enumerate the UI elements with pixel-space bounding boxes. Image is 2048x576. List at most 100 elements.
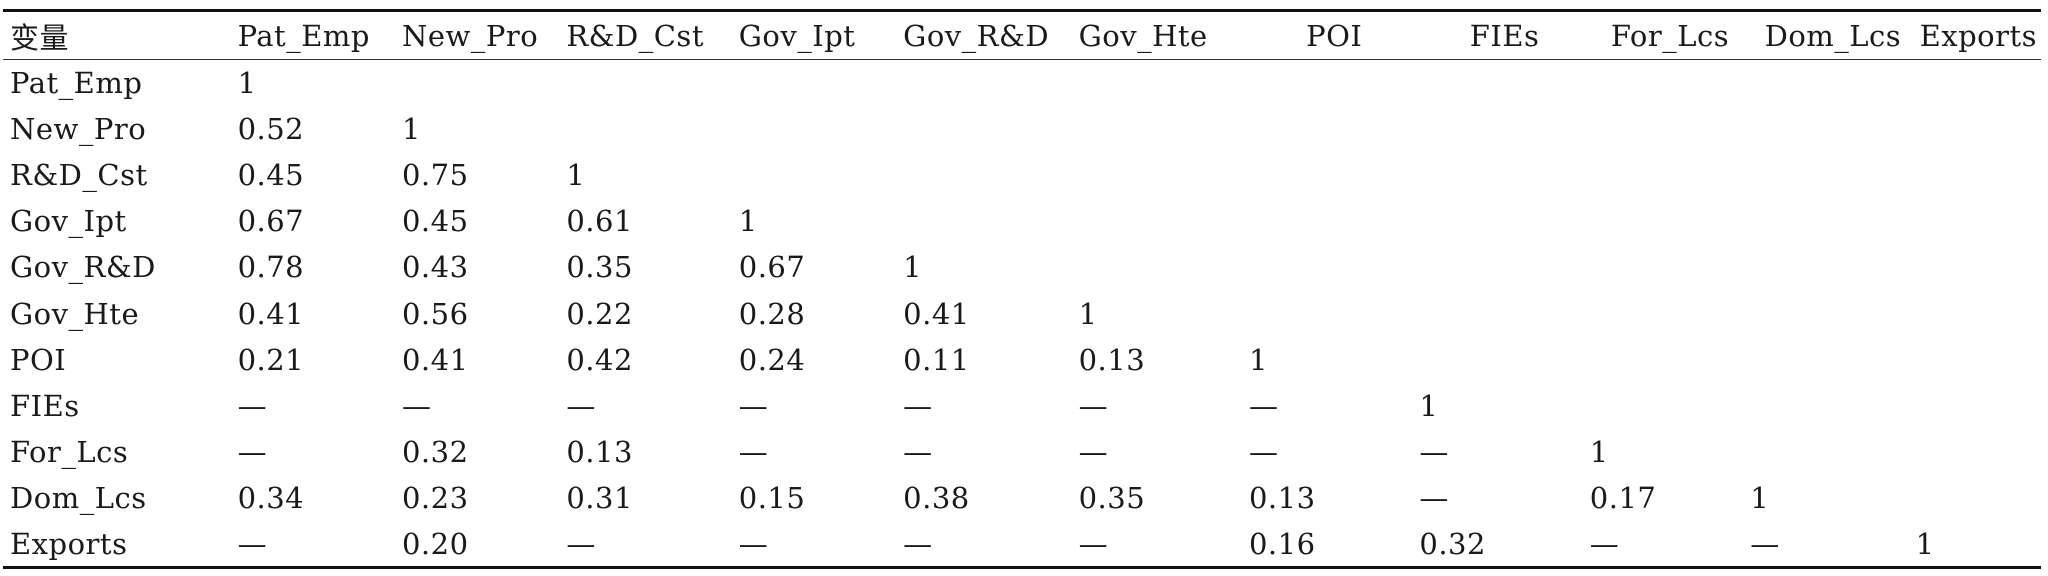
table-cell: 0.41 xyxy=(237,296,305,331)
table-cell xyxy=(903,198,1078,244)
table-cell xyxy=(1750,152,1915,198)
table-cell xyxy=(566,60,738,106)
table-cell: 0.45 xyxy=(237,157,305,192)
table-cell xyxy=(1419,60,1589,106)
table-cell xyxy=(1916,60,2041,106)
table-cell: — xyxy=(738,388,769,423)
table-cell xyxy=(739,106,903,152)
table-cell: 1 xyxy=(1419,388,1439,423)
table-cell xyxy=(1079,60,1249,106)
table-cell: 0.16 xyxy=(1248,521,1420,570)
table-cell: 0.32 xyxy=(1419,521,1590,570)
row-label: Gov_Hte xyxy=(10,296,140,331)
table-cell: — xyxy=(237,388,268,423)
column-header: Gov_Ipt xyxy=(738,9,904,60)
column-header: FIEs xyxy=(1419,9,1590,60)
table-cell xyxy=(1079,198,1249,244)
row-label: FIEs xyxy=(10,388,80,423)
table-cell xyxy=(1916,383,2041,429)
table-row: New_Pro 0.52 1 xyxy=(3,106,2041,152)
table-cell: 1 xyxy=(1915,521,2041,570)
table-cell: 1 xyxy=(237,65,257,100)
table-cell: 1 xyxy=(401,111,421,146)
table-cell xyxy=(1249,198,1419,244)
row-label: POI xyxy=(10,342,67,377)
table-cell xyxy=(1916,106,2041,152)
column-header: New_Pro xyxy=(401,9,567,60)
table-cell: 0.21 xyxy=(237,342,305,377)
column-header: Gov_R&D xyxy=(903,9,1079,60)
table-cell: — xyxy=(1419,481,1449,516)
column-header: Pat_Emp xyxy=(237,9,402,60)
table-cell: 0.67 xyxy=(738,250,806,285)
table-cell xyxy=(1249,152,1419,198)
table-cell: 0.11 xyxy=(903,342,970,377)
table-row: POI 0.21 0.41 0.42 0.24 0.11 0.13 1 xyxy=(3,337,2041,383)
table-cell: 0.35 xyxy=(1078,481,1146,516)
table-cell: 0.41 xyxy=(401,342,469,377)
row-label: For_Lcs xyxy=(10,435,129,470)
table-cell: 0.13 xyxy=(1078,342,1146,377)
table-cell xyxy=(739,152,903,198)
column-header: R&D_Cst xyxy=(566,9,739,60)
table-cell xyxy=(566,106,738,152)
table-row: Gov_R&D 0.78 0.43 0.35 0.67 1 xyxy=(3,244,2041,290)
table-cell: 0.42 xyxy=(566,342,633,377)
table-cell xyxy=(1750,244,1915,290)
table-cell xyxy=(903,152,1078,198)
table-cell: 0.24 xyxy=(738,342,806,377)
table-cell: 0.61 xyxy=(566,204,633,239)
table-cell xyxy=(1590,152,1750,198)
table-cell: — xyxy=(903,388,933,423)
table-cell: — xyxy=(903,435,933,470)
row-label: Dom_Lcs xyxy=(10,481,147,516)
table-cell xyxy=(1916,429,2041,475)
row-label: Gov_Ipt xyxy=(10,204,127,239)
table-cell xyxy=(1916,475,2041,521)
table-cell xyxy=(1750,106,1915,152)
table-cell: — xyxy=(738,435,769,470)
row-label: Gov_R&D xyxy=(10,250,156,285)
table-cell: — xyxy=(1248,388,1279,423)
table-cell: 0.67 xyxy=(237,204,305,239)
table-cell xyxy=(1916,244,2041,290)
table-cell: — xyxy=(566,521,739,570)
table-cell xyxy=(739,60,903,106)
row-label: R&D_Cst xyxy=(10,157,148,192)
table-cell: — xyxy=(1078,435,1109,470)
table-cell: 0.22 xyxy=(566,296,633,331)
table-row: Pat_Emp 1 xyxy=(3,60,2041,106)
table-cell xyxy=(1419,337,1589,383)
table-cell: 0.75 xyxy=(401,157,469,192)
table-cell xyxy=(1249,60,1419,106)
table-cell: — xyxy=(1419,435,1449,470)
table-cell: 0.41 xyxy=(903,296,970,331)
table-cell: 1 xyxy=(903,250,923,285)
row-label: Exports xyxy=(3,521,238,570)
table-cell: 0.13 xyxy=(1248,481,1316,516)
table-cell: 0.52 xyxy=(237,111,305,146)
table-row: Gov_Ipt 0.67 0.45 0.61 1 xyxy=(3,198,2041,244)
table-cell xyxy=(1590,337,1750,383)
header-row: 变量 Pat_Emp New_Pro R&D_Cst Gov_Ipt Gov_R… xyxy=(3,9,2041,60)
table-cell xyxy=(1916,198,2041,244)
table-cell: — xyxy=(1078,521,1249,570)
table-cell xyxy=(1249,290,1419,336)
table-cell xyxy=(1916,337,2041,383)
table-cell xyxy=(1079,106,1249,152)
table-cell: 1 xyxy=(1750,481,1770,516)
row-label: New_Pro xyxy=(10,111,147,146)
table-cell: 0.78 xyxy=(237,250,305,285)
column-header: POI xyxy=(1248,9,1420,60)
table-cell: 0.32 xyxy=(401,435,469,470)
table-cell: — xyxy=(1750,521,1916,570)
table-row: Dom_Lcs 0.34 0.23 0.31 0.15 0.38 0.35 0.13 — 0.17… xyxy=(3,475,2041,521)
table-cell xyxy=(1249,106,1419,152)
table-cell: 0.38 xyxy=(903,481,970,516)
corner-header: 变量 xyxy=(3,9,238,60)
table-cell: 0.28 xyxy=(738,296,806,331)
table-cell xyxy=(1249,244,1419,290)
table-cell xyxy=(1590,60,1750,106)
table-cell xyxy=(1750,383,1915,429)
table-cell: 0.34 xyxy=(237,481,305,516)
